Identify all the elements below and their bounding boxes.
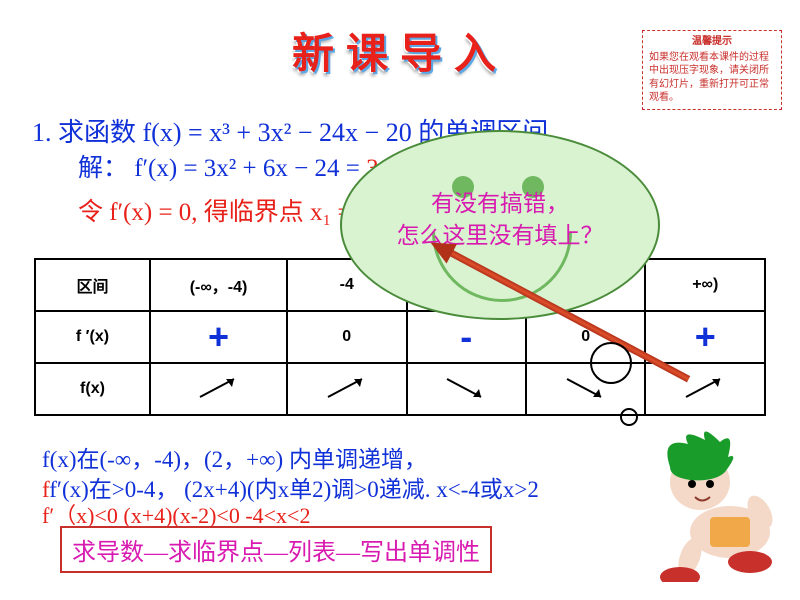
solution-line-2: 令 f′(x) = 0, 得临界点 x₁ = −	[78, 192, 372, 228]
table-row-fx: f(x)	[35, 363, 765, 415]
td-deriv-1: +	[150, 311, 287, 363]
th-col5: +∞)	[645, 259, 765, 311]
conclusion-line-1: f(x)在(-∞，-4)，(2，+∞) 内单调递增，	[42, 440, 427, 474]
td-deriv-5: +	[645, 311, 765, 363]
face-text-l1: 有没有搞错，	[431, 191, 569, 216]
td-f-2	[287, 363, 406, 415]
face-text: 有没有搞错， 怎么这里没有填上？	[340, 188, 660, 252]
td-deriv-label: f ′(x)	[35, 311, 150, 363]
arrow-up-icon	[194, 373, 244, 401]
hint-body: 如果您在观看本课件的过程中出现压字现象，请关闭所有幻灯片，重新打开可正常观看。	[649, 52, 769, 104]
th-interval: 区间	[35, 259, 150, 311]
th-col1: (-∞，-4)	[150, 259, 287, 311]
face-text-l2: 怎么这里没有填上？	[397, 223, 604, 248]
hint-title: 温馨提示	[649, 35, 775, 49]
thought-bubble-small-icon	[620, 408, 638, 426]
solution-prefix: 解： f′(x) = 3x² + 6x − 24 =	[78, 155, 366, 182]
td-f-1	[150, 363, 287, 415]
td-f-5	[645, 363, 765, 415]
c2c: x<-4或x>2	[430, 477, 538, 502]
summary-box: 求导数—求临界点—列表—写出单调性	[60, 526, 492, 573]
speech-face: 有没有搞错， 怎么这里没有填上？	[340, 130, 660, 350]
td-f-3	[407, 363, 526, 415]
cartoon-character-icon	[640, 422, 790, 582]
hint-box: 温馨提示 如果您在观看本课件的过程中出现压字现象，请关闭所有幻灯片，重新打开可正…	[642, 30, 782, 110]
arrow-down-icon	[441, 373, 491, 401]
arrow-up-icon	[322, 373, 372, 401]
plus-icon: +	[208, 316, 229, 357]
td-f-label: f(x)	[35, 363, 150, 415]
plus-icon: +	[695, 316, 716, 357]
thought-bubble-icon	[590, 342, 632, 384]
